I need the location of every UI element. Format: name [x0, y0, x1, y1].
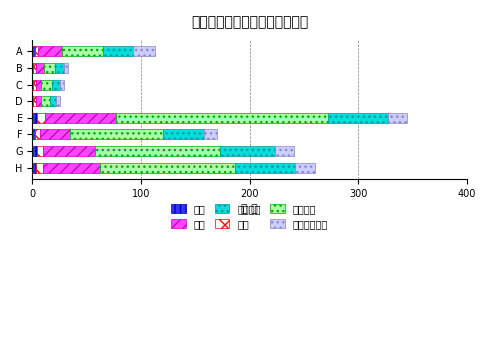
Bar: [62, 46, 103, 56]
Bar: [36, 96, 41, 106]
Bar: [70, 130, 163, 139]
Bar: [33, 80, 36, 89]
Bar: [32, 163, 36, 173]
Bar: [59, 80, 64, 89]
Bar: [134, 46, 155, 56]
Bar: [50, 96, 56, 106]
Bar: [45, 113, 116, 123]
Bar: [40, 130, 70, 139]
Title: 図－５　事故原因別の被害状況: 図－５ 事故原因別の被害状況: [191, 15, 308, 29]
Bar: [32, 130, 34, 139]
Bar: [32, 80, 33, 89]
Bar: [204, 130, 217, 139]
Bar: [43, 146, 95, 156]
Bar: [33, 96, 36, 106]
Bar: [236, 163, 295, 173]
Bar: [163, 130, 204, 139]
Bar: [32, 146, 37, 156]
Bar: [103, 46, 134, 56]
Bar: [41, 96, 50, 106]
Bar: [41, 80, 52, 89]
Legend: 死亡, 軽傷, 製品破損, 重傷, 拡大被害, 特に被害なし: 死亡, 軽傷, 製品破損, 重傷, 拡大被害, 特に被害なし: [167, 200, 332, 233]
Bar: [36, 63, 44, 73]
Bar: [328, 113, 387, 123]
Bar: [34, 130, 40, 139]
Bar: [52, 80, 59, 89]
Bar: [37, 146, 43, 156]
Bar: [274, 146, 294, 156]
Bar: [43, 163, 100, 173]
Bar: [34, 46, 38, 56]
Bar: [55, 63, 64, 73]
Bar: [33, 63, 36, 73]
X-axis label: 件 数: 件 数: [241, 204, 258, 215]
Bar: [95, 146, 220, 156]
Bar: [220, 146, 274, 156]
Bar: [32, 46, 34, 56]
Bar: [100, 163, 236, 173]
Bar: [32, 63, 33, 73]
Bar: [116, 113, 328, 123]
Bar: [36, 163, 43, 173]
Bar: [32, 113, 37, 123]
Bar: [44, 63, 55, 73]
Bar: [32, 96, 33, 106]
Bar: [36, 80, 41, 89]
Bar: [295, 163, 315, 173]
Bar: [37, 113, 45, 123]
Bar: [56, 96, 59, 106]
Bar: [38, 46, 62, 56]
Bar: [387, 113, 407, 123]
Bar: [64, 63, 68, 73]
